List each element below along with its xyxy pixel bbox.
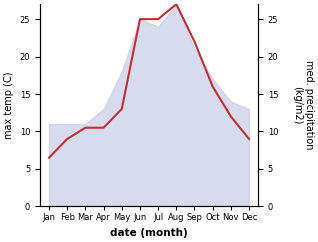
- Y-axis label: med. precipitation
(kg/m2): med. precipitation (kg/m2): [292, 60, 314, 150]
- X-axis label: date (month): date (month): [110, 228, 188, 238]
- Y-axis label: max temp (C): max temp (C): [4, 71, 14, 139]
